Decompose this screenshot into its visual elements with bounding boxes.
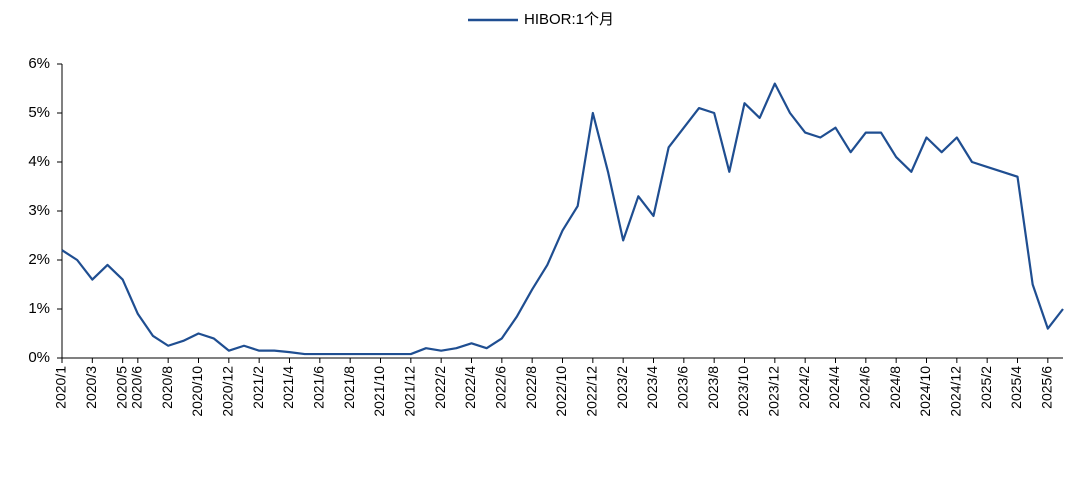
x-tick-label: 2021/4: [280, 366, 296, 409]
series-line: [61, 82, 1064, 356]
x-tick-label: 2022/6: [493, 366, 509, 409]
y-tick-label: 4%: [28, 153, 50, 170]
x-tick-label: 2024/6: [857, 366, 873, 409]
y-tick-label: 2%: [28, 251, 50, 268]
x-tick-label: 2023/2: [614, 366, 630, 409]
y-tick-label: 1%: [28, 300, 50, 317]
x-tick-label: 2020/3: [83, 366, 99, 409]
x-tick-label: 2024/12: [948, 366, 964, 417]
x-tick-label: 2025/4: [1008, 366, 1024, 409]
x-tick-label: 2023/6: [675, 366, 691, 409]
x-tick-label: 2023/4: [644, 366, 660, 409]
x-tick-label: 2020/1: [53, 366, 69, 409]
x-tick-label: 2021/12: [402, 366, 418, 417]
x-tick-label: 2022/12: [584, 366, 600, 417]
y-tick-label: 6%: [28, 55, 50, 72]
x-tick-label: 2022/8: [523, 366, 539, 409]
y-tick-label: 0%: [28, 349, 50, 366]
x-tick-label: 2020/5: [113, 366, 129, 409]
x-tick-label: 2020/10: [189, 366, 205, 417]
x-tick-label: 2024/8: [887, 366, 903, 409]
y-tick-label: 5%: [28, 104, 50, 121]
x-tick-label: 2022/10: [553, 366, 569, 417]
x-tick-label: 2021/10: [371, 366, 387, 417]
x-tick-label: 2023/10: [735, 366, 751, 417]
x-tick-label: 2021/6: [311, 366, 327, 409]
y-tick-label: 3%: [28, 202, 50, 219]
x-tick-label: 2023/8: [705, 366, 721, 409]
x-tick-label: 2025/6: [1039, 366, 1055, 409]
legend-label: HIBOR:1个月: [524, 11, 614, 28]
x-tick-label: 2024/2: [796, 366, 812, 409]
x-tick-label: 2021/2: [250, 366, 266, 409]
x-tick-label: 2024/10: [917, 366, 933, 417]
x-tick-label: 2022/4: [462, 366, 478, 409]
x-tick-label: 2023/12: [766, 366, 782, 417]
x-tick-label: 2025/2: [978, 366, 994, 409]
x-tick-label: 2020/12: [220, 366, 236, 417]
x-tick-label: 2020/8: [159, 366, 175, 409]
x-tick-label: 2024/4: [826, 366, 842, 409]
x-tick-label: 2020/6: [129, 366, 145, 409]
x-tick-label: 2022/2: [432, 366, 448, 409]
x-tick-label: 2021/8: [341, 366, 357, 409]
